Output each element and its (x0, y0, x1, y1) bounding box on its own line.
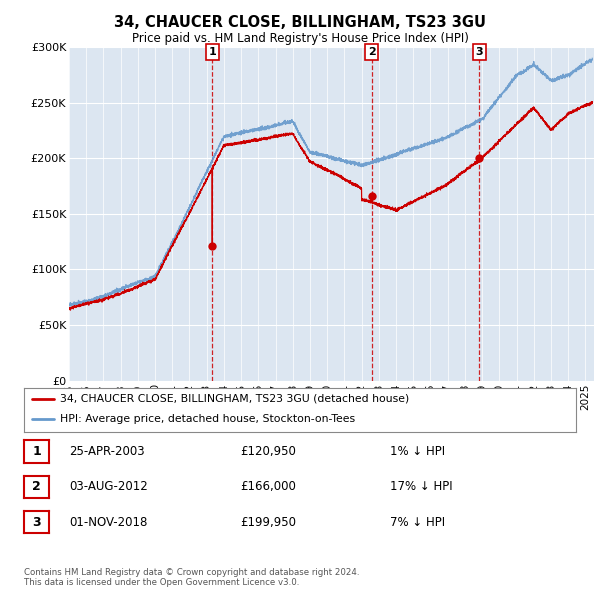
Text: 3: 3 (32, 516, 41, 529)
Text: 3: 3 (476, 47, 483, 57)
Text: 1: 1 (32, 445, 41, 458)
Text: 7% ↓ HPI: 7% ↓ HPI (390, 516, 445, 529)
Text: 34, CHAUCER CLOSE, BILLINGHAM, TS23 3GU: 34, CHAUCER CLOSE, BILLINGHAM, TS23 3GU (114, 15, 486, 30)
Text: Price paid vs. HM Land Registry's House Price Index (HPI): Price paid vs. HM Land Registry's House … (131, 32, 469, 45)
Text: 2: 2 (32, 480, 41, 493)
Text: HPI: Average price, detached house, Stockton-on-Tees: HPI: Average price, detached house, Stoc… (60, 415, 355, 424)
Text: 03-AUG-2012: 03-AUG-2012 (69, 480, 148, 493)
Text: 25-APR-2003: 25-APR-2003 (69, 445, 145, 458)
Text: 01-NOV-2018: 01-NOV-2018 (69, 516, 148, 529)
Text: 1% ↓ HPI: 1% ↓ HPI (390, 445, 445, 458)
Text: £199,950: £199,950 (240, 516, 296, 529)
Text: £120,950: £120,950 (240, 445, 296, 458)
Text: 17% ↓ HPI: 17% ↓ HPI (390, 480, 452, 493)
Text: 1: 1 (208, 47, 216, 57)
Text: 34, CHAUCER CLOSE, BILLINGHAM, TS23 3GU (detached house): 34, CHAUCER CLOSE, BILLINGHAM, TS23 3GU … (60, 394, 409, 404)
Text: 2: 2 (368, 47, 376, 57)
Text: Contains HM Land Registry data © Crown copyright and database right 2024.
This d: Contains HM Land Registry data © Crown c… (24, 568, 359, 587)
Text: £166,000: £166,000 (240, 480, 296, 493)
